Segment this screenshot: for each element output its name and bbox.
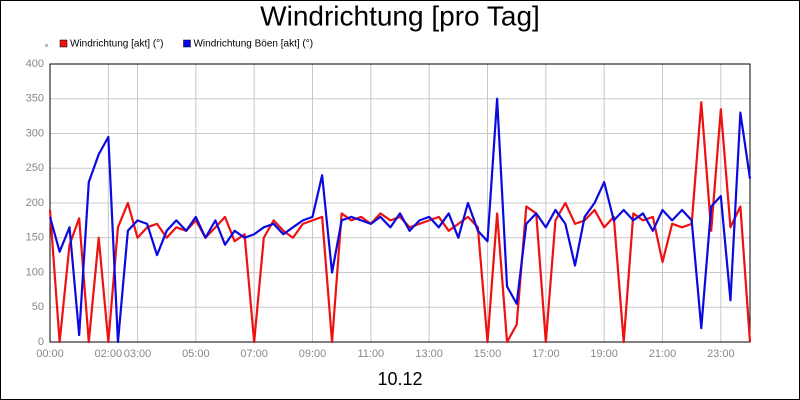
plot-border	[49, 63, 751, 343]
x-tick-label: 07:00	[240, 348, 268, 360]
chart-title: Windrichtung [pro Tag]	[260, 0, 540, 31]
y-tick-label: 100	[26, 266, 44, 278]
x-tick-label: 23:00	[707, 348, 735, 360]
legend-marker	[45, 44, 48, 47]
y-tick-label: 50	[32, 301, 44, 313]
legend-label: Windrichtung [akt] (°)	[70, 39, 163, 50]
x-tick-label: 13:00	[415, 348, 443, 360]
x-tick-label: 15:00	[474, 348, 502, 360]
series-line	[48, 97, 752, 344]
x-tick-label: 09:00	[299, 348, 327, 360]
x-axis-label: 10.12	[377, 369, 422, 389]
x-tick-label: 03:00	[124, 348, 152, 360]
series-line	[48, 101, 752, 344]
y-tick-label: 350	[26, 93, 44, 105]
y-tick-label: 0	[38, 336, 44, 348]
x-tick-label: 17:00	[532, 348, 560, 360]
x-tick-label: 00:00	[36, 348, 64, 360]
legend-swatch	[59, 39, 68, 48]
y-tick-label: 250	[26, 162, 44, 174]
legend-swatch	[183, 39, 191, 48]
x-tick-label: 19:00	[590, 348, 618, 360]
x-tick-label: 02:00	[95, 348, 123, 360]
x-tick-label: 05:00	[182, 348, 210, 360]
x-tick-label: 21:00	[649, 348, 677, 360]
y-tick-label: 150	[26, 232, 44, 244]
y-tick-label: 400	[26, 58, 44, 70]
legend-label: Windrichtung Böen [akt] (°)	[193, 39, 313, 50]
y-tick-label: 200	[26, 197, 44, 209]
x-tick-label: 11:00	[357, 348, 384, 360]
y-tick-label: 300	[26, 127, 44, 139]
